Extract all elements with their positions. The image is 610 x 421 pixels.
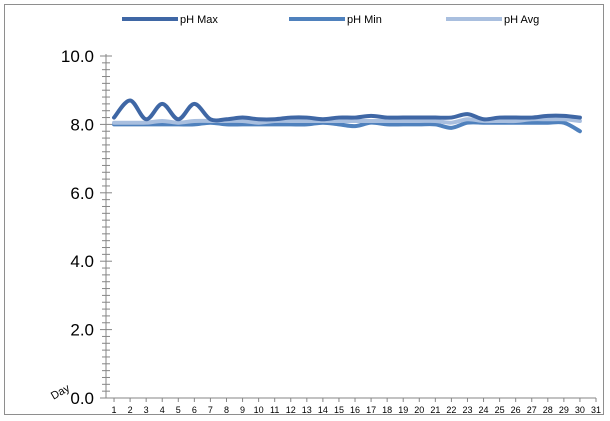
y-tick-label: 6.0 [70,184,94,203]
x-tick-label: 26 [511,405,521,415]
x-tick-label: 24 [479,405,489,415]
x-tick-label: 21 [430,405,440,415]
x-tick-label: 27 [527,405,537,415]
x-tick-label: 12 [286,405,296,415]
x-tick-label: 28 [543,405,553,415]
x-tick-label: 4 [160,405,165,415]
x-tick-label: 1 [112,405,117,415]
x-tick-label: 3 [144,405,149,415]
x-tick-label: 11 [270,405,279,415]
x-tick-label: 29 [559,405,569,415]
x-tick-label: 16 [350,405,360,415]
y-tick-label: 10.0 [61,47,94,66]
legend-label: pH Min [347,14,382,26]
y-tick-label: 8.0 [70,115,94,134]
x-tick-label: 18 [382,405,392,415]
x-tick-label: 6 [192,405,197,415]
x-tick-label: 30 [575,405,585,415]
legend-label: pH Max [180,14,218,26]
legend-label: pH Avg [504,14,539,26]
x-tick-label: 5 [176,405,181,415]
x-axis-title: Day [49,382,72,402]
x-tick-label: 20 [414,405,424,415]
x-tick-label: 2 [128,405,133,415]
x-tick-label: 7 [208,405,213,415]
x-tick-label: 10 [254,405,264,415]
x-tick-label: 8 [224,405,229,415]
x-tick-label: 22 [446,405,456,415]
x-tick-label: 15 [334,405,344,415]
x-tick-label: 17 [366,405,376,415]
series-line-ph-max [112,98,582,123]
x-tick-label: 19 [398,405,408,415]
x-tick-label: 9 [240,405,245,415]
x-tick-label: 23 [462,405,472,415]
y-tick-label: 4.0 [70,252,94,271]
y-tick-label: 2.0 [70,321,94,340]
x-tick-label: 13 [302,405,312,415]
x-tick-label: 31 [591,405,601,415]
x-tick-label: 14 [318,405,328,415]
series-line-ph-avg [112,117,582,125]
y-tick-label: 0.0 [70,389,94,408]
chart-area [4,4,604,415]
x-tick-label: 25 [495,405,505,415]
